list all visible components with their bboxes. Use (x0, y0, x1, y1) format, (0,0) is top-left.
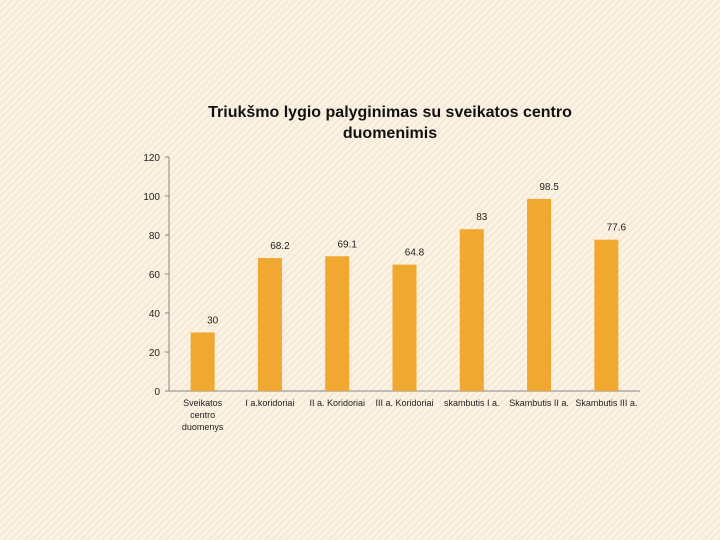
bar (325, 256, 350, 391)
bar (392, 264, 417, 391)
y-tick-label: 100 (143, 192, 160, 203)
data-label: 69.1 (337, 239, 357, 250)
x-tick-label: II a. Koridoriai (309, 398, 365, 408)
y-tick-label: 40 (149, 309, 161, 320)
bar (594, 239, 619, 391)
x-tick-label: Skambutis II a. (509, 398, 569, 408)
x-tick-label: Sveikatos centro duomenys (182, 398, 224, 432)
y-tick-label: 120 (143, 153, 160, 164)
y-tick-label: 60 (149, 270, 161, 281)
bar (459, 229, 484, 391)
y-tick-label: 0 (154, 387, 160, 398)
data-label: 98.5 (539, 182, 559, 193)
y-tick-label: 80 (149, 231, 161, 242)
data-label: 68.2 (270, 241, 290, 252)
bar (257, 258, 282, 391)
data-label: 64.8 (405, 248, 425, 259)
chart-title: Triukšmo lygio palyginimas su sveikatos … (208, 104, 572, 142)
data-label: 83 (476, 212, 488, 223)
y-tick-label: 20 (149, 348, 161, 359)
x-tick-label: Skambutis III a. (575, 398, 637, 408)
x-tick-label: III a. Koridoriai (375, 398, 433, 408)
x-tick-label: skambutis I a. (444, 398, 500, 408)
bar (190, 332, 215, 391)
x-tick-label: I a.koridoriai (245, 398, 294, 408)
data-label: 30 (207, 316, 219, 327)
data-label: 77.6 (607, 223, 627, 234)
bar (527, 198, 552, 391)
